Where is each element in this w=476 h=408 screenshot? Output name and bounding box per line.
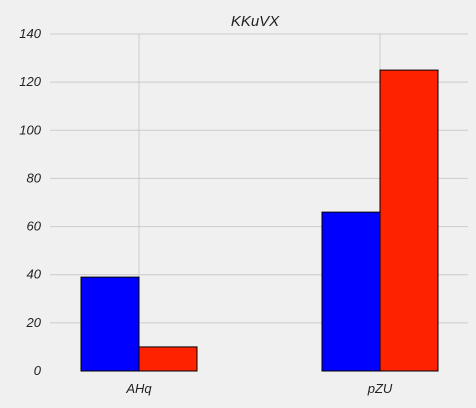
y-tick-label: 60: [27, 219, 42, 234]
y-tick-label: 140: [19, 26, 41, 41]
bar-pZU-series-2: [379, 69, 439, 372]
y-tick-label: 0: [34, 363, 42, 378]
x-tick-label: pZU: [367, 381, 393, 396]
bars: [80, 69, 439, 372]
y-tick-labels: 0 20 40 60 80 100 120 140: [19, 26, 41, 378]
y-tick-label: 40: [27, 267, 42, 282]
y-tick-label: 80: [27, 170, 42, 185]
bar-pZU-series-1: [321, 211, 381, 372]
bar-AHq-series-1: [80, 276, 140, 372]
y-tick-label: 120: [19, 74, 41, 89]
x-tick-label: AHq: [125, 381, 152, 396]
chart-title: KKuVX: [231, 13, 280, 30]
y-tick-label: 20: [26, 315, 42, 330]
x-tick-labels: AHq pZU: [125, 381, 393, 396]
bar-AHq-series-2: [138, 346, 198, 372]
y-tick-label: 100: [19, 122, 41, 137]
